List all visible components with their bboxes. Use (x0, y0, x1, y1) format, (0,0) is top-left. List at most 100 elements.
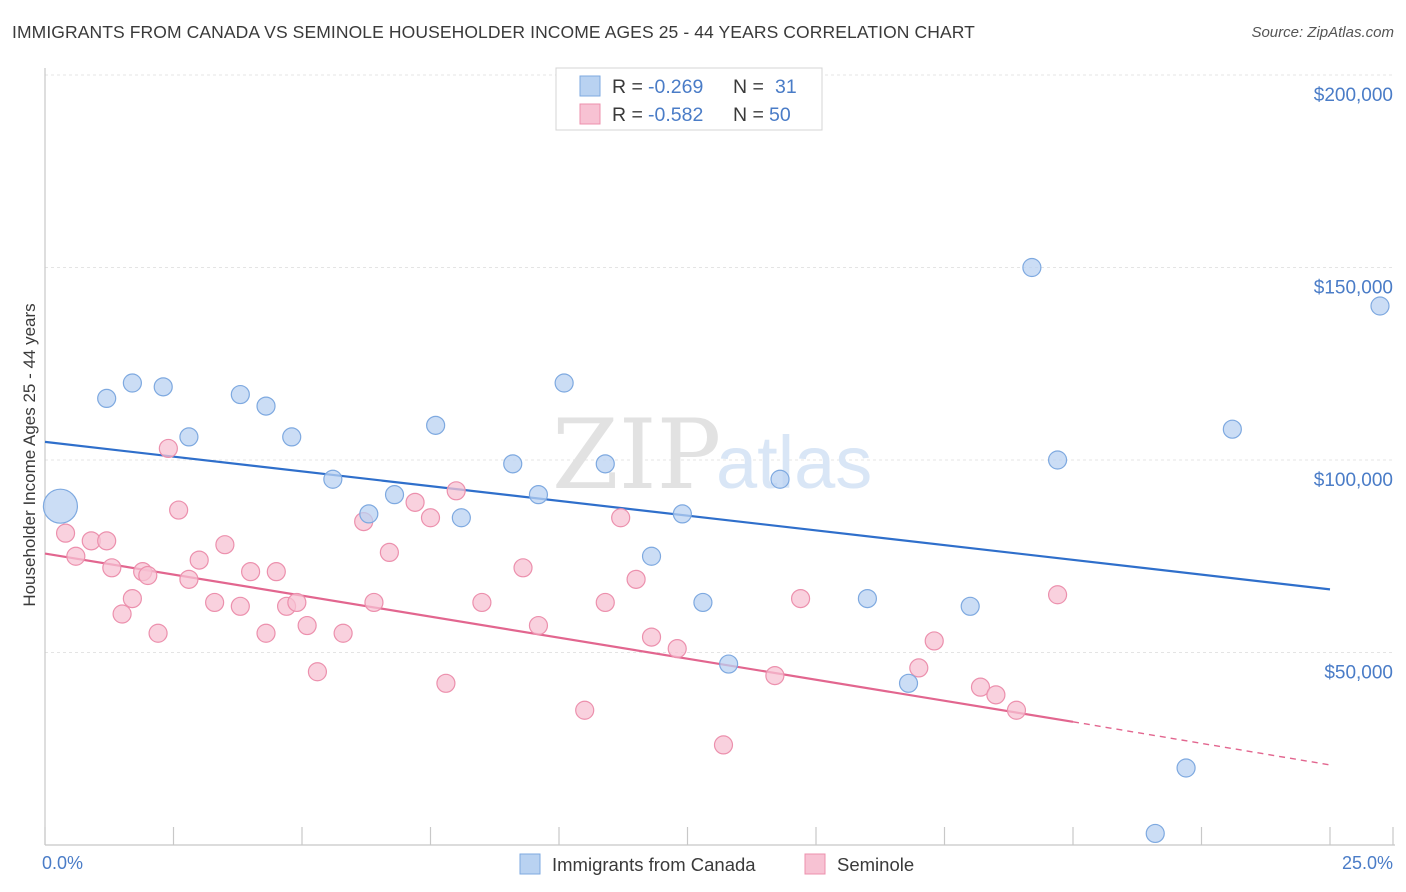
point-seminole-44 (909, 658, 929, 678)
legend-n-label-0: N = (733, 76, 764, 98)
legend-r-label-0: R = (612, 76, 643, 98)
bottom-legend: Immigrants from Canada Seminole (519, 853, 914, 875)
point-seminole-46 (970, 677, 991, 697)
point-seminole-1 (66, 546, 86, 566)
point-seminole-21 (287, 592, 307, 613)
point-seminole-19 (266, 562, 286, 582)
point-seminole-5 (112, 604, 132, 624)
point-seminole-34 (528, 615, 549, 636)
legend-n-value-1: 50 (769, 104, 791, 126)
point-seminole-45 (924, 631, 944, 651)
point-seminole-36 (595, 592, 615, 613)
point-canada-2 (122, 373, 142, 393)
point-seminole-17 (241, 562, 261, 582)
point-canada-11 (426, 415, 446, 435)
point-canada-9 (359, 504, 379, 524)
legend-swatch-pink (579, 103, 601, 125)
point-seminole-32 (472, 592, 492, 613)
point-canada-26 (1047, 450, 1068, 470)
point-canada-10 (384, 485, 405, 505)
point-seminole-30 (436, 673, 456, 693)
point-canada-23 (898, 673, 919, 693)
point-seminole-27 (379, 542, 399, 563)
data-points (42, 257, 1390, 844)
point-seminole-35 (575, 700, 595, 720)
point-canada-3 (153, 377, 173, 397)
point-canada-27 (1145, 823, 1165, 844)
point-seminole-15 (215, 535, 235, 555)
point-seminole-41 (713, 735, 734, 755)
point-seminole-16 (230, 596, 250, 616)
point-canada-16 (595, 454, 615, 474)
point-canada-4 (179, 427, 199, 447)
point-canada-21 (770, 469, 790, 489)
point-seminole-10 (158, 438, 178, 459)
point-canada-18 (672, 504, 692, 524)
point-canada-8 (323, 469, 343, 489)
point-seminole-9 (148, 623, 168, 643)
point-seminole-13 (189, 550, 209, 570)
point-seminole-33 (513, 558, 533, 578)
point-canada-15 (554, 373, 574, 393)
chart-title: IMMIGRANTS FROM CANADA VS SEMINOLE HOUSE… (12, 22, 975, 42)
y-tick-label-3: $200,000 (1314, 85, 1393, 106)
point-seminole-0 (55, 523, 76, 543)
point-canada-25 (1022, 257, 1042, 278)
point-seminole-42 (765, 665, 785, 686)
bottom-legend-label-seminole: Seminole (837, 854, 914, 875)
point-seminole-12 (179, 569, 199, 589)
point-seminole-29 (420, 508, 441, 528)
point-seminole-49 (1047, 585, 1068, 605)
legend: R = -0.269 N = 31 R = -0.582 N = 50 (555, 67, 823, 131)
watermark: ZIP atlas (552, 399, 872, 511)
legend-r-value-0: -0.269 (648, 76, 703, 98)
legend-swatch-blue (579, 75, 601, 97)
point-seminole-40 (667, 639, 687, 659)
y-tick-labels: $50,000 $100,000 $150,000 $200,000 (1314, 85, 1393, 684)
trend-line-seminole-extension (1072, 721, 1331, 766)
point-canada-6 (256, 396, 276, 416)
point-seminole-43 (790, 588, 811, 609)
point-seminole-3 (97, 531, 117, 551)
point-canada-0 (42, 488, 79, 524)
point-seminole-47 (986, 685, 1006, 705)
x-tick-label-end: 25.0% (1342, 853, 1393, 873)
y-tick-label-2: $150,000 (1314, 278, 1393, 299)
point-canada-24 (960, 596, 980, 616)
point-canada-13 (503, 454, 523, 474)
point-seminole-11 (169, 500, 189, 520)
x-tick-label-start: 0.0% (42, 853, 83, 873)
point-canada-12 (451, 508, 471, 528)
point-canada-5 (230, 384, 250, 405)
watermark-atlas: atlas (716, 421, 872, 504)
point-canada-14 (528, 485, 549, 505)
point-seminole-48 (1006, 700, 1027, 720)
legend-n-value-0: 31 (775, 76, 797, 98)
y-tick-label-1: $100,000 (1314, 470, 1393, 491)
bottom-legend-label-canada: Immigrants from Canada (552, 854, 756, 875)
point-seminole-14 (205, 592, 225, 613)
point-seminole-38 (626, 569, 646, 589)
point-seminole-39 (641, 627, 662, 647)
point-canada-19 (693, 592, 713, 613)
point-seminole-24 (333, 623, 353, 643)
point-seminole-28 (405, 492, 425, 512)
point-canada-7 (282, 427, 302, 447)
point-canada-20 (719, 654, 739, 674)
x-tick-labels: 0.0% 25.0% (42, 853, 1393, 873)
point-seminole-4 (102, 558, 122, 578)
y-tick-label-0: $50,000 (1324, 663, 1393, 684)
point-canada-22 (857, 588, 878, 609)
legend-n-label-1: N = (733, 104, 764, 126)
point-canada-29 (1222, 419, 1242, 439)
point-seminole-18 (256, 623, 276, 643)
y-axis-label: Householder Income Ages 25 - 44 years (20, 303, 39, 606)
legend-r-label-1: R = (612, 104, 643, 126)
chart-source: Source: ZipAtlas.com (1251, 24, 1394, 41)
point-seminole-26 (364, 592, 384, 613)
point-canada-30 (1370, 296, 1390, 316)
trend-line-seminole (44, 552, 1074, 723)
legend-r-value-1: -0.582 (648, 104, 703, 126)
point-seminole-23 (307, 662, 328, 682)
